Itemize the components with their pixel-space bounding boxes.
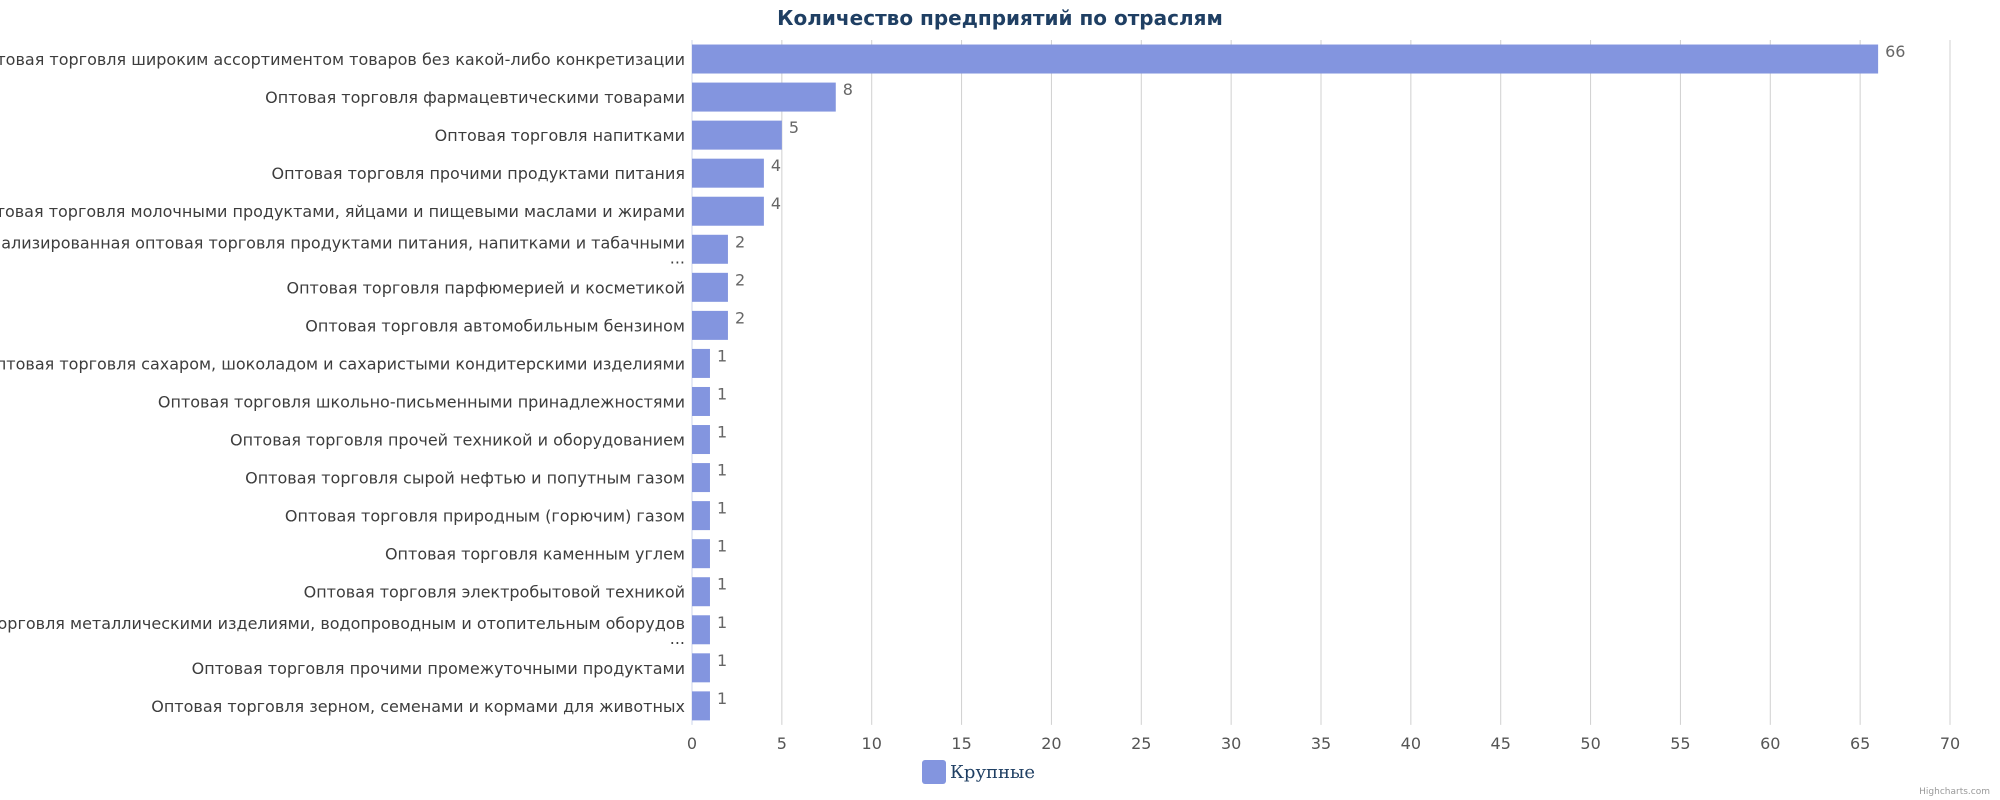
credits-link[interactable]: Highcharts.com xyxy=(1919,787,1990,797)
bar[interactable] xyxy=(692,539,710,569)
bar[interactable] xyxy=(692,82,836,112)
data-label: 1 xyxy=(717,499,727,518)
bar[interactable] xyxy=(692,272,728,302)
data-label: 4 xyxy=(771,194,781,213)
category-label: Неспециализированная оптовая торговля ши… xyxy=(0,50,685,69)
category-label: Оптовая торговля металлическими изделиям… xyxy=(0,614,685,648)
data-label: 1 xyxy=(717,384,727,403)
bar[interactable] xyxy=(692,653,710,683)
bar[interactable] xyxy=(692,615,710,645)
bar[interactable] xyxy=(692,463,710,493)
bar[interactable] xyxy=(692,234,728,264)
data-label: 1 xyxy=(717,689,727,708)
x-tick-label: 70 xyxy=(1940,734,1960,753)
bar[interactable] xyxy=(692,425,710,455)
category-label: Оптовая торговля автомобильным бензином xyxy=(305,316,685,335)
data-label: 1 xyxy=(717,461,727,480)
data-label: 66 xyxy=(1885,42,1905,61)
legend-label[interactable]: Крупные xyxy=(950,762,1035,783)
x-tick-label: 15 xyxy=(951,734,971,753)
category-label: Неспециализированная оптовая торговля пр… xyxy=(0,233,685,267)
data-label: 2 xyxy=(735,308,745,327)
x-tick-label: 30 xyxy=(1221,734,1241,753)
x-tick-label: 20 xyxy=(1041,734,1061,753)
bar[interactable] xyxy=(692,158,764,188)
category-label: Оптовая торговля прочими продуктами пита… xyxy=(272,164,686,183)
category-label: Оптовая торговля парфюмерией и косметико… xyxy=(286,278,685,297)
category-label: Оптовая торговля молочными продуктами, я… xyxy=(0,202,685,221)
data-label: 8 xyxy=(843,80,853,99)
x-tick-label: 40 xyxy=(1401,734,1421,753)
x-tick-label: 0 xyxy=(687,734,697,753)
category-label: Оптовая торговля сырой нефтью и попутным… xyxy=(245,469,685,488)
data-label: 1 xyxy=(717,537,727,556)
category-label: Оптовая торговля электробытовой техникой xyxy=(304,583,685,602)
category-label: Оптовая торговля прочими промежуточными … xyxy=(192,659,685,678)
data-label: 1 xyxy=(717,651,727,670)
data-label: 2 xyxy=(735,232,745,251)
bar[interactable] xyxy=(692,348,710,378)
category-label: Оптовая торговля прочей техникой и обору… xyxy=(230,431,685,450)
category-label: Оптовая торговля школьно-письменными при… xyxy=(158,392,685,411)
category-label: Оптовая торговля напитками xyxy=(435,126,685,145)
x-tick-label: 10 xyxy=(862,734,882,753)
grid-lines xyxy=(691,40,1951,725)
x-tick-label: 60 xyxy=(1760,734,1780,753)
legend-swatch[interactable] xyxy=(922,760,946,784)
x-axis-tick-labels: 0 5 10 15 20 25 30 35 40 45 50 55 60 65 70 xyxy=(687,734,1960,753)
category-label: Оптовая торговля сахаром, шоколадом и са… xyxy=(0,354,685,373)
chart-title: Количество предприятий по отраслям xyxy=(777,6,1223,30)
x-tick-label: 50 xyxy=(1580,734,1600,753)
bar[interactable] xyxy=(692,44,1879,74)
x-tick-label: 35 xyxy=(1311,734,1331,753)
data-label: 5 xyxy=(789,118,799,137)
x-tick-label: 55 xyxy=(1670,734,1690,753)
category-labels: Неспециализированная оптовая торговля ши… xyxy=(0,50,685,716)
category-label: Оптовая торговля зерном, семенами и корм… xyxy=(151,697,685,716)
category-label: Оптовая торговля фармацевтическими товар… xyxy=(265,88,685,107)
x-tick-label: 25 xyxy=(1131,734,1151,753)
x-tick-label: 45 xyxy=(1491,734,1511,753)
bar[interactable] xyxy=(692,196,764,226)
bar[interactable] xyxy=(692,691,710,721)
x-tick-label: 5 xyxy=(777,734,787,753)
data-label: 1 xyxy=(717,423,727,442)
x-tick-label: 65 xyxy=(1850,734,1870,753)
data-label: 1 xyxy=(717,613,727,632)
data-label: 1 xyxy=(717,575,727,594)
data-label: 2 xyxy=(735,270,745,289)
legend[interactable]: Крупные xyxy=(922,760,1035,784)
bar[interactable] xyxy=(692,577,710,607)
category-label: Оптовая торговля каменным углем xyxy=(385,545,685,564)
data-label: 1 xyxy=(717,346,727,365)
data-label: 4 xyxy=(771,156,781,175)
bar[interactable] xyxy=(692,501,710,531)
bar[interactable] xyxy=(692,120,782,150)
category-label: Оптовая торговля природным (горючим) газ… xyxy=(285,507,685,526)
bar-series xyxy=(692,44,1879,721)
bar[interactable] xyxy=(692,310,728,340)
bar[interactable] xyxy=(692,386,710,416)
